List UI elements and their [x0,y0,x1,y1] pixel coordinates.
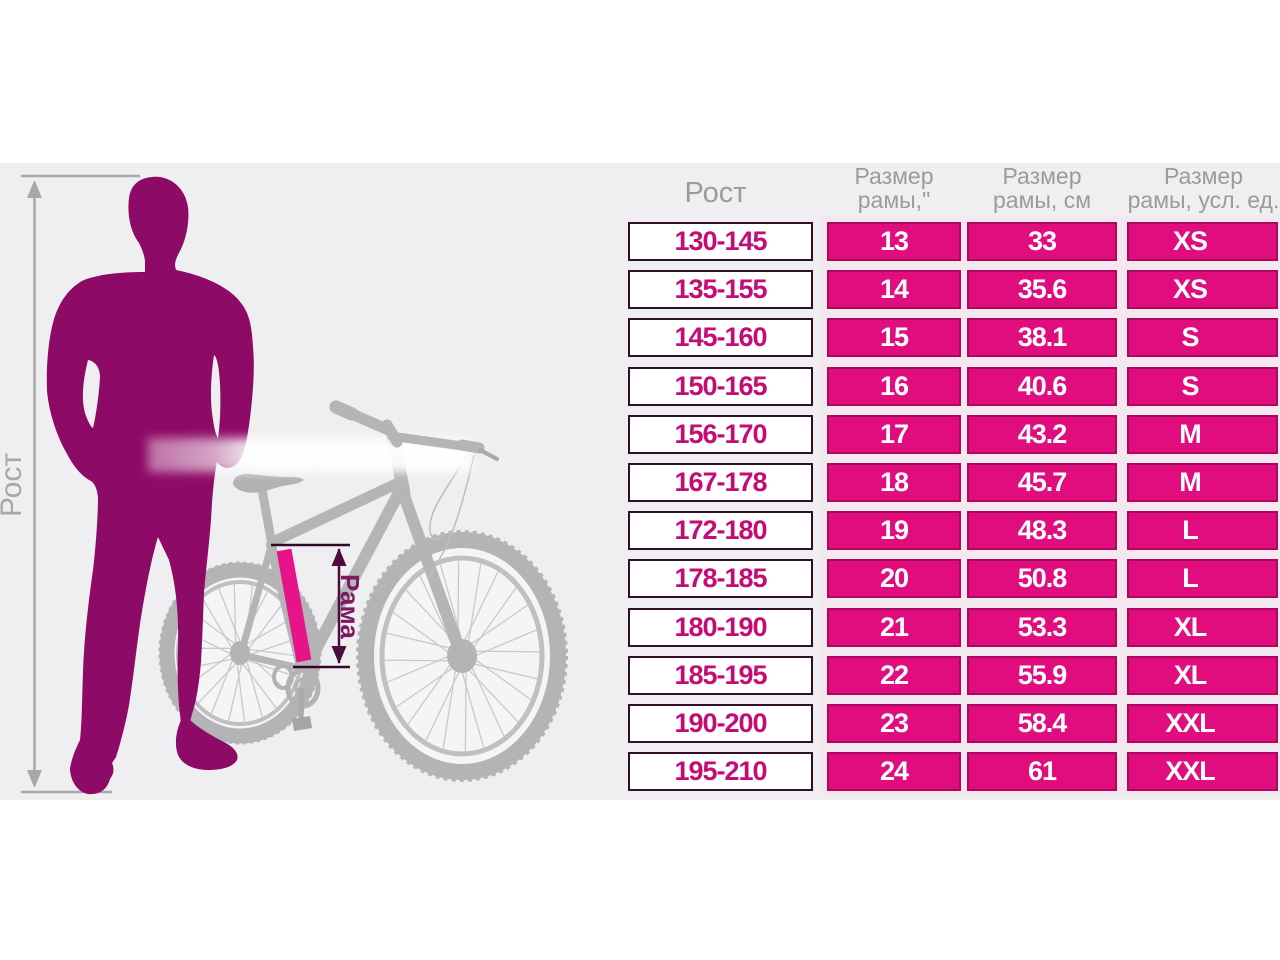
svg-text:Рост: Рост [0,453,28,517]
svg-text:Рама: Рама [335,574,365,639]
